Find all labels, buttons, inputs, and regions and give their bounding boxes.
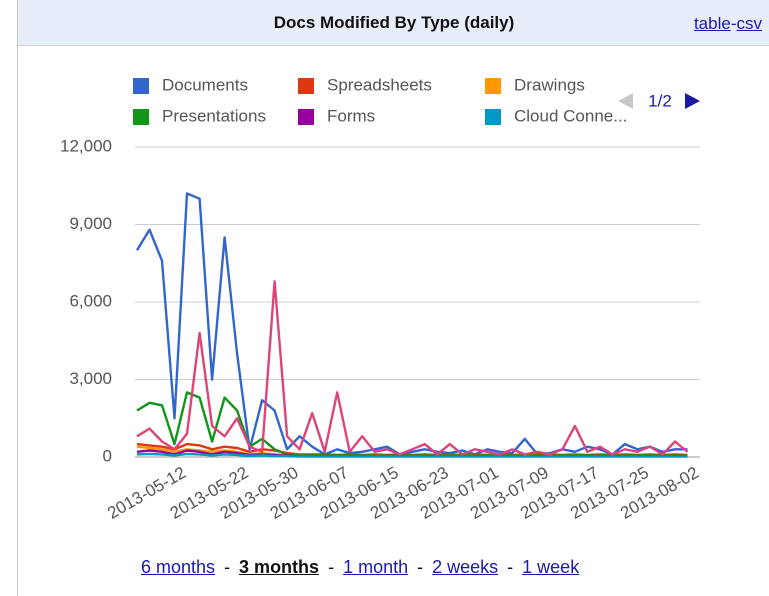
legend-swatch (133, 109, 149, 125)
series-line (136, 452, 688, 458)
table-link[interactable]: table (693, 14, 731, 33)
y-tick-label: 12,000 (60, 136, 112, 155)
legend-swatch (485, 109, 501, 125)
legend-label: Forms (327, 106, 375, 125)
y-tick-label: 0 (103, 446, 112, 465)
separator: - (730, 14, 737, 33)
legend-prev[interactable] (618, 93, 633, 109)
y-tick-label: 6,000 (69, 291, 112, 310)
legend-label: Spreadsheets (327, 75, 432, 94)
range-link[interactable]: 6 months (141, 557, 216, 577)
separator: - (417, 557, 424, 577)
separator: - (328, 557, 335, 577)
legend-swatch (133, 78, 149, 94)
panel: Docs Modified By Type (daily) table-csv (17, 0, 769, 596)
legend-next[interactable] (685, 93, 700, 109)
csv-link[interactable]: csv (736, 14, 763, 33)
y-tick-label: 9,000 (69, 214, 112, 233)
legend-swatch (298, 109, 314, 125)
header-bar: Docs Modified By Type (daily) table-csv (18, 0, 769, 46)
series-line (136, 280, 689, 456)
series-line (136, 391, 688, 457)
y-tick-label: 3,000 (69, 369, 112, 388)
range-link[interactable]: 2 weeks (432, 557, 499, 577)
export-links: table-csv (694, 14, 762, 34)
separator: - (224, 557, 231, 577)
legend-label: Drawings (514, 75, 585, 94)
range-link[interactable]: 1 month (343, 557, 409, 577)
chart-title: Docs Modified By Type (daily) (273, 13, 515, 32)
separator: - (507, 557, 514, 577)
range-link[interactable]: 1 week (522, 557, 580, 577)
legend-page: 1/2 (648, 91, 672, 110)
range-selector: 6 months -3 months -1 month -2 weeks -1 week (141, 557, 579, 578)
range-link[interactable]: 3 months (239, 557, 320, 577)
legend-label: Cloud Conne... (514, 106, 627, 125)
legend-label: Presentations (162, 106, 266, 125)
legend-swatch (298, 78, 314, 94)
legend-swatch (485, 78, 501, 94)
legend-label: Documents (162, 75, 248, 94)
